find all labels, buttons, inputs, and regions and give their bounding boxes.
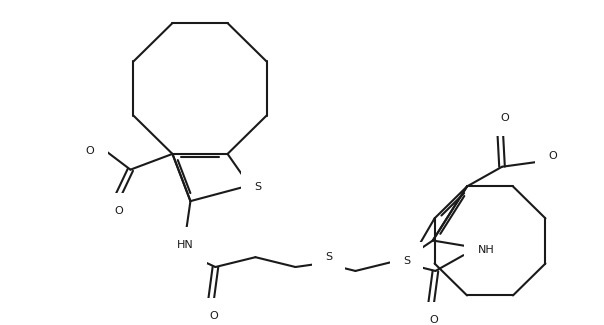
Text: HN: HN [177, 240, 194, 250]
Text: O: O [429, 315, 438, 325]
Text: S: S [325, 252, 332, 262]
Text: O: O [548, 151, 557, 161]
Text: S: S [254, 182, 261, 192]
Text: O: O [114, 206, 123, 216]
Text: O: O [209, 311, 218, 321]
Text: S: S [403, 256, 410, 266]
Text: O: O [501, 112, 509, 123]
Text: O: O [86, 146, 94, 156]
Text: NH: NH [477, 245, 494, 255]
